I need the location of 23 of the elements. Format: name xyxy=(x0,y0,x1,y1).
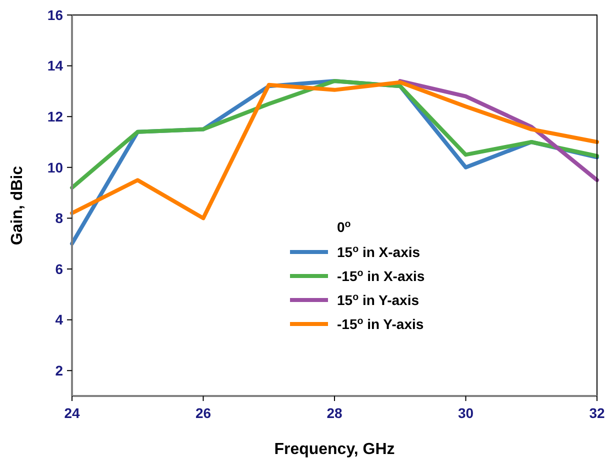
y-tick-label: 2 xyxy=(55,362,64,378)
x-tick-label: 24 xyxy=(64,405,80,421)
legend-label: 15$^{o}$ in X-axis xyxy=(337,243,420,260)
legend-label: -15$^{o}$ in Y-axis xyxy=(337,315,424,332)
y-tick-label: 14 xyxy=(47,58,64,74)
y-tick-label: 4 xyxy=(55,312,64,328)
x-tick-label: 28 xyxy=(326,405,342,421)
x-axis-title: Frequency, GHz xyxy=(274,441,395,458)
y-axis-title: Gain, dBic xyxy=(9,166,26,246)
y-tick-label: 16 xyxy=(47,6,64,23)
x-tick-label: 26 xyxy=(195,405,212,421)
x-tick-label: 32 xyxy=(589,405,605,421)
y-tick-label: 8 xyxy=(55,210,64,226)
legend-label: -15$^{o}$ in X-axis xyxy=(337,267,425,284)
x-tick-label: 30 xyxy=(458,405,474,421)
y-tick-label: 12 xyxy=(47,108,64,124)
legend-title: 0$^{o}$ xyxy=(337,218,351,235)
line-series xyxy=(398,79,599,182)
y-tick-label: 6 xyxy=(55,260,64,277)
line-series xyxy=(70,80,599,220)
y-tick-label: 10 xyxy=(47,159,64,176)
legend-label: 15$^{o}$ in Y-axis xyxy=(337,291,420,308)
line-series xyxy=(70,79,599,190)
